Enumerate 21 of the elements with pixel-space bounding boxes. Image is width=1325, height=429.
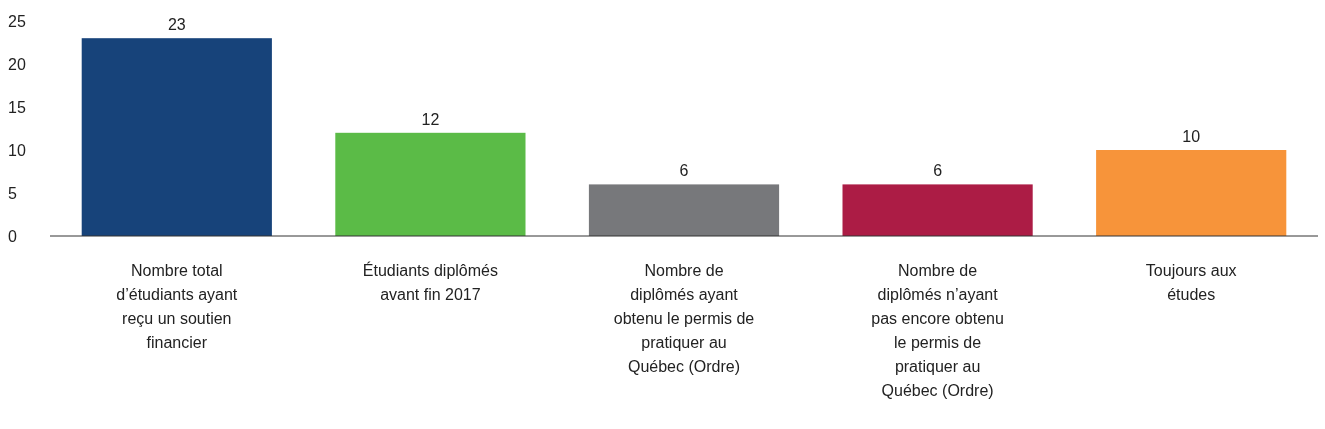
y-tick-label: 10 (8, 141, 26, 159)
x-tick-label: Nombre de diplômés n’ayant pas encore obtenu le permis de pratiquer au Québec (Ordre) (871, 262, 1004, 399)
data-label: 23 (167, 16, 186, 34)
bar (588, 184, 780, 236)
y-tick-label: 20 (8, 55, 26, 73)
data-label: 10 (1182, 128, 1201, 145)
bar (335, 132, 526, 236)
x-tick-label: Étudiants diplômés avant fin 2017 (362, 261, 498, 303)
data-label: 12 (421, 110, 440, 128)
bar (81, 38, 272, 236)
y-tick-label: 0 (8, 227, 17, 245)
y-tick-label: 25 (8, 12, 26, 30)
x-tick-label: Toujours aux études (1145, 262, 1237, 303)
x-tick-label: Nombre total d’étudiants ayant reçu un soutien financier (116, 262, 238, 351)
bar (1096, 150, 1287, 236)
y-tick-label: 15 (8, 98, 26, 116)
data-label: 6 (933, 162, 943, 180)
y-tick-label: 5 (8, 184, 17, 202)
bar (842, 184, 1033, 236)
x-tick-label: Nombre de diplômés ayant obtenu le permis de pratiquer au Québec (Ordre) (613, 262, 755, 375)
data-label: 6 (679, 162, 689, 180)
